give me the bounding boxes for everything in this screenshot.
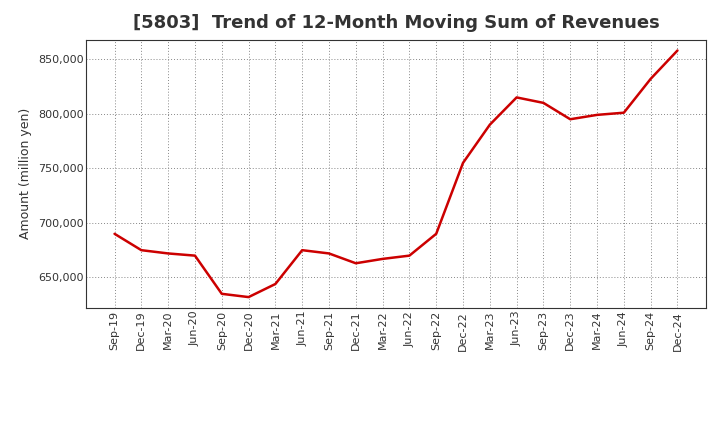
Y-axis label: Amount (million yen): Amount (million yen): [19, 108, 32, 239]
Title: [5803]  Trend of 12-Month Moving Sum of Revenues: [5803] Trend of 12-Month Moving Sum of R…: [132, 15, 660, 33]
